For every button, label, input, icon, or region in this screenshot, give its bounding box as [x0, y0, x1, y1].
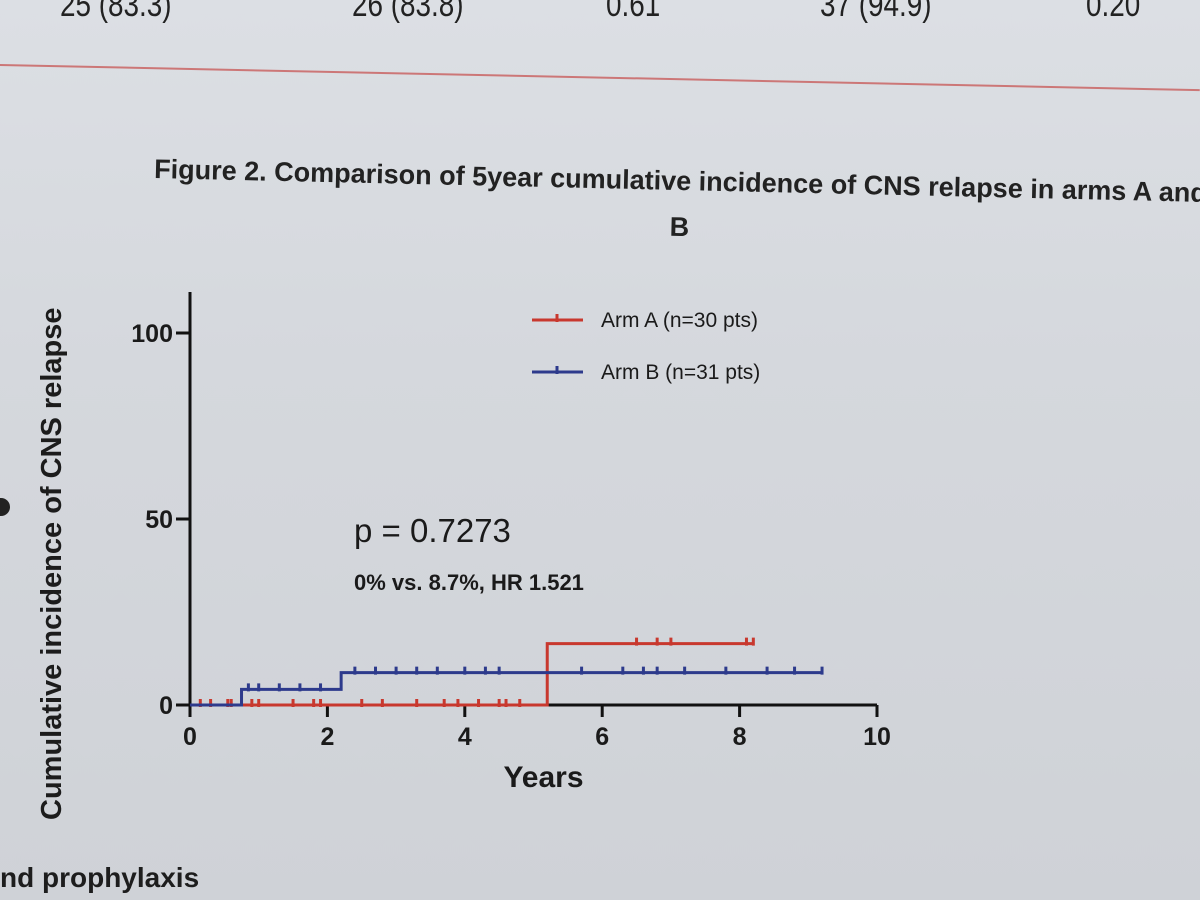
table-cell: 25 (83.3)	[60, 0, 172, 24]
table-fragment-row: 25 (83.3) 26 (83.8) 0.61 37 (94.9) 0.20	[0, 0, 1200, 46]
y-tick-label: 100	[131, 320, 173, 348]
x-tick-label: 6	[595, 723, 609, 751]
x-tick-label: 10	[863, 723, 891, 751]
body-text-fragment: nd prophylaxis	[0, 862, 200, 893]
series-arm-a-line	[190, 642, 754, 707]
table-cell: 0.20	[1086, 0, 1141, 24]
x-axis-label: Years	[503, 761, 583, 794]
x-tick-label: 0	[183, 723, 197, 751]
x-tick-label: 4	[458, 723, 472, 751]
legend-label: Arm A (n=30 pts)	[601, 309, 758, 332]
table-cell: 0.61	[606, 0, 661, 24]
hr-annotation: 0% vs. 8.7%, HR 1.521	[354, 570, 584, 595]
series-arm-b-line	[190, 671, 823, 707]
table-cell: 37 (94.9)	[820, 0, 932, 24]
x-tick-label: 8	[733, 723, 747, 751]
table-cell: 26 (83.8)	[352, 0, 464, 24]
bullet-mark	[0, 498, 10, 516]
p-value-annotation: p = 0.7273	[354, 512, 511, 549]
y-tick-label: 50	[145, 506, 173, 534]
legend-label: Arm B (n=31 pts)	[601, 361, 760, 384]
x-tick-label: 2	[320, 723, 334, 751]
y-tick-label: 0	[159, 692, 173, 720]
